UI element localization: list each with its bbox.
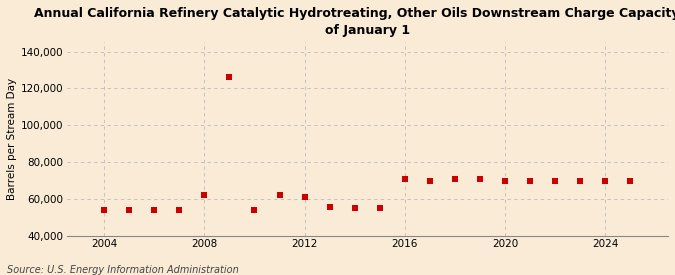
- Point: [625, 178, 636, 183]
- Point: [550, 178, 561, 183]
- Point: [249, 208, 260, 212]
- Text: Source: U.S. Energy Information Administration: Source: U.S. Energy Information Administ…: [7, 265, 238, 275]
- Point: [324, 204, 335, 209]
- Point: [350, 206, 360, 211]
- Point: [174, 208, 185, 212]
- Point: [99, 208, 109, 212]
- Point: [400, 177, 410, 181]
- Point: [149, 208, 160, 212]
- Point: [425, 178, 435, 183]
- Point: [575, 178, 586, 183]
- Point: [450, 177, 460, 181]
- Point: [199, 193, 210, 198]
- Point: [500, 178, 510, 183]
- Point: [524, 178, 535, 183]
- Y-axis label: Barrels per Stream Day: Barrels per Stream Day: [7, 78, 17, 200]
- Point: [375, 206, 385, 211]
- Point: [274, 193, 285, 198]
- Point: [124, 208, 134, 212]
- Point: [600, 178, 611, 183]
- Title: Annual California Refinery Catalytic Hydrotreating, Other Oils Downstream Charge: Annual California Refinery Catalytic Hyd…: [34, 7, 675, 37]
- Point: [475, 177, 485, 181]
- Point: [224, 75, 235, 79]
- Point: [299, 195, 310, 199]
